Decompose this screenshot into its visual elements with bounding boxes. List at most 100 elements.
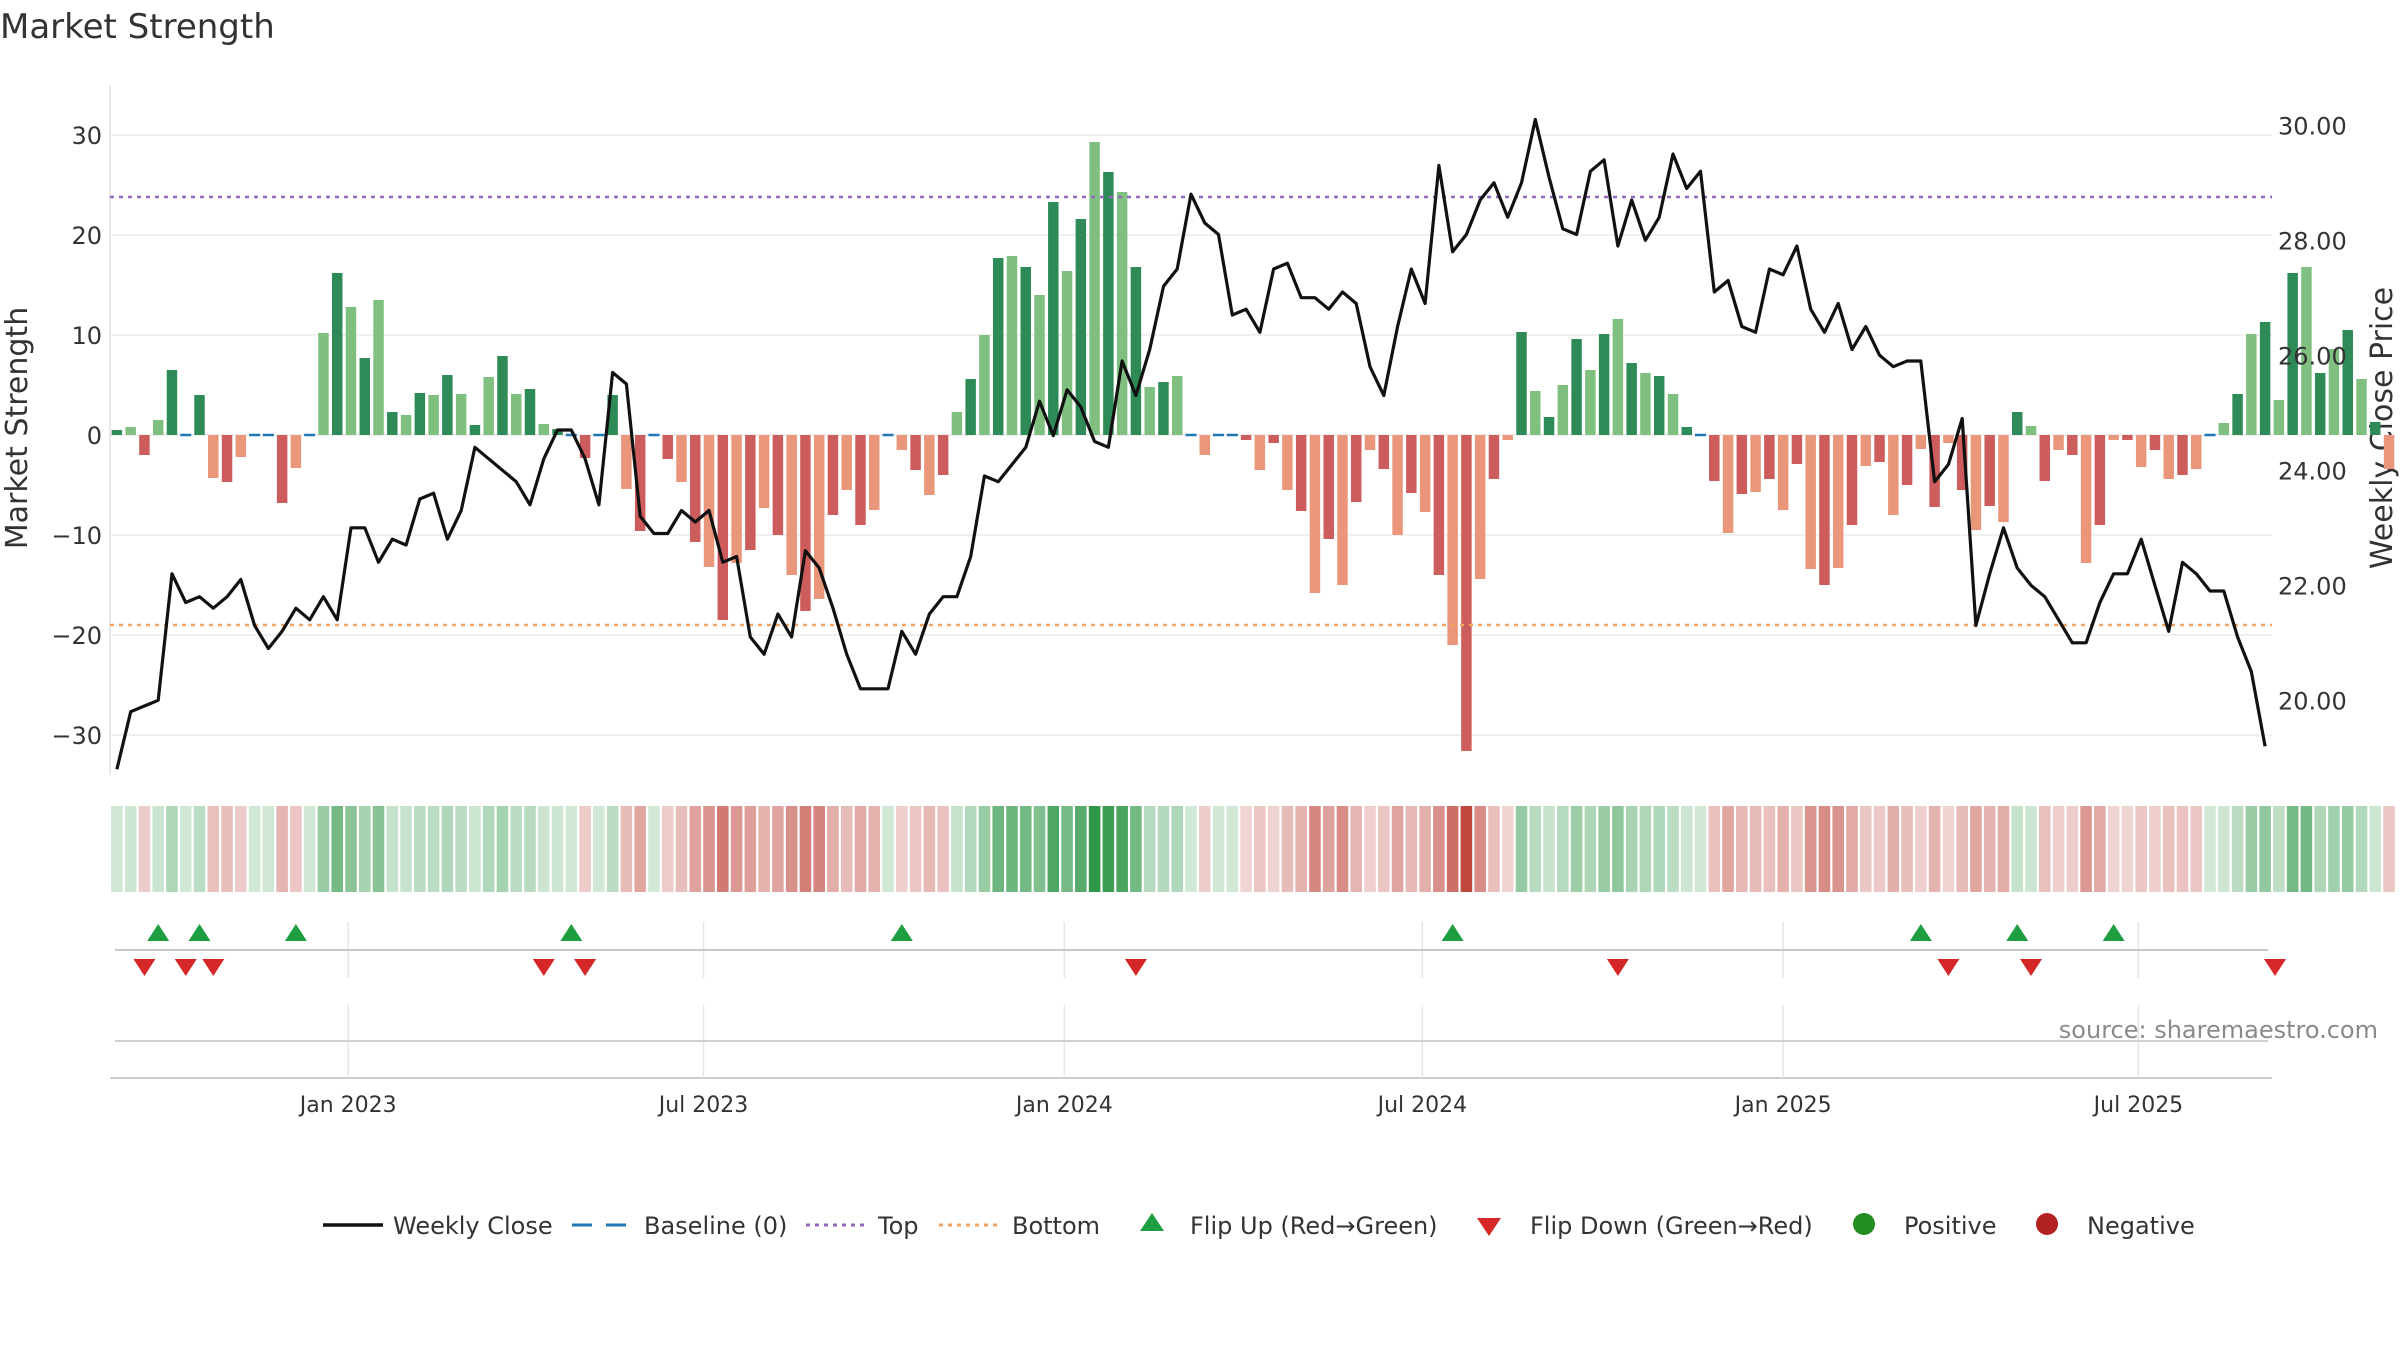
- strength-bar: [1116, 192, 1128, 435]
- strength-bar: [1571, 339, 1582, 435]
- legend-label: Negative: [2087, 1212, 2195, 1240]
- flip-down-marker: [574, 959, 597, 976]
- strength-bar: [2122, 435, 2133, 440]
- strength-bar: [800, 435, 811, 611]
- heat-cell: [1529, 806, 1542, 892]
- left-axis-label: Market Strength: [0, 307, 35, 549]
- flip-down-marker: [2264, 959, 2286, 976]
- heat-cell: [469, 806, 481, 892]
- strength-bar: [221, 435, 233, 482]
- strength-bar: [1282, 435, 1293, 490]
- heat-cell: [276, 806, 288, 892]
- heat-cell: [1474, 806, 1486, 892]
- strength-bar: [855, 435, 866, 525]
- strength-bar: [469, 425, 481, 435]
- heat-cell: [978, 806, 991, 892]
- heat-cell: [1612, 806, 1624, 892]
- heat-cell: [124, 806, 137, 892]
- strength-bar: [111, 430, 123, 435]
- strength-bar: [1447, 435, 1458, 645]
- strength-bar: [662, 435, 673, 459]
- strength-bar: [1998, 435, 2009, 522]
- strength-bar: [345, 307, 357, 435]
- strength-bar: [910, 435, 921, 470]
- heat-cell: [1033, 806, 1046, 892]
- strength-bar: [2370, 422, 2381, 435]
- strength-bar: [1626, 363, 1637, 435]
- heat-cell: [2066, 806, 2079, 892]
- heat-cell: [951, 806, 963, 892]
- heat-cell: [758, 806, 770, 892]
- heat-cell: [1942, 806, 1955, 892]
- strength-bar: [1309, 435, 1321, 593]
- strength-bar: [1351, 435, 1362, 502]
- strength-bar: [745, 435, 756, 550]
- flip-down-marker: [532, 959, 555, 976]
- heat-cell: [221, 806, 233, 892]
- strength-bar: [125, 427, 136, 435]
- heat-cell: [1859, 806, 1872, 892]
- strength-bar: [758, 435, 770, 508]
- heat-cell: [854, 806, 867, 892]
- strength-bar: [1433, 435, 1445, 575]
- heat-cell: [2218, 806, 2230, 892]
- heat-cell: [482, 806, 495, 892]
- heat-cell: [1818, 806, 1831, 892]
- strength-bar: [621, 435, 632, 489]
- heat-cell: [2286, 806, 2299, 892]
- heat-cell: [1901, 806, 1913, 892]
- heat-cell: [427, 806, 440, 892]
- heat-cell: [1736, 806, 1748, 892]
- heat-cell: [2135, 806, 2147, 892]
- flip-up-marker: [147, 924, 170, 941]
- heat-cell: [138, 806, 151, 892]
- heat-cell: [1254, 806, 1266, 892]
- heat-cell: [593, 806, 605, 892]
- heat-cell: [1598, 806, 1610, 892]
- heat-cell: [1639, 806, 1652, 892]
- strength-bar: [1874, 435, 1885, 462]
- heat-cell: [2355, 806, 2368, 892]
- strength-bar: [2273, 400, 2285, 435]
- flip-down-marker: [1606, 959, 1629, 976]
- strength-bar: [1640, 373, 1651, 435]
- strength-bar: [1171, 376, 1183, 435]
- strength-bar: [869, 435, 880, 510]
- source-note: source: sharemaestro.com: [2059, 1016, 2378, 1044]
- legend: Weekly Close Baseline (0) Top Bottom Flip Up…: [323, 1212, 2195, 1240]
- strength-bar: [1240, 435, 1252, 440]
- right-tick-label: 24.00: [2278, 457, 2347, 485]
- heat-cell: [179, 806, 192, 892]
- legend-label: Weekly Close: [393, 1212, 553, 1240]
- strength-bar: [1006, 256, 1018, 435]
- right-tick-label: 30.00: [2278, 112, 2347, 140]
- heat-cell: [2025, 806, 2037, 892]
- strength-bar: [2025, 426, 2037, 435]
- strength-bar: [731, 435, 742, 563]
- strength-bar: [1130, 267, 1142, 435]
- strength-bar: [2191, 435, 2202, 469]
- heat-cell: [882, 806, 894, 892]
- x-tick-label: Jan 2024: [1014, 1093, 1113, 1118]
- legend-label: Flip Down (Green→Red): [1530, 1212, 1813, 1240]
- heat-cell: [689, 806, 702, 892]
- strength-bar: [1323, 435, 1334, 539]
- heat-cell: [1543, 806, 1555, 892]
- left-tick-label: 10: [71, 322, 102, 350]
- heat-cell: [1391, 806, 1404, 892]
- x-tick-label: Jul 2023: [657, 1093, 749, 1118]
- strength-bar: [2094, 435, 2106, 525]
- strength-bar: [331, 273, 343, 435]
- heat-cell: [744, 806, 757, 892]
- strength-bar: [1901, 435, 1913, 485]
- strength-bar: [965, 379, 976, 435]
- x-tick-label: Jul 2024: [1376, 1093, 1468, 1118]
- strength-bar: [717, 435, 729, 620]
- strength-bar: [772, 435, 784, 535]
- heat-cell: [1019, 806, 1032, 892]
- strength-bar: [414, 393, 426, 435]
- heat-cell: [1625, 806, 1638, 892]
- heat-cell: [166, 806, 178, 892]
- strength-bar: [1943, 435, 1954, 443]
- heat-cell: [565, 806, 578, 892]
